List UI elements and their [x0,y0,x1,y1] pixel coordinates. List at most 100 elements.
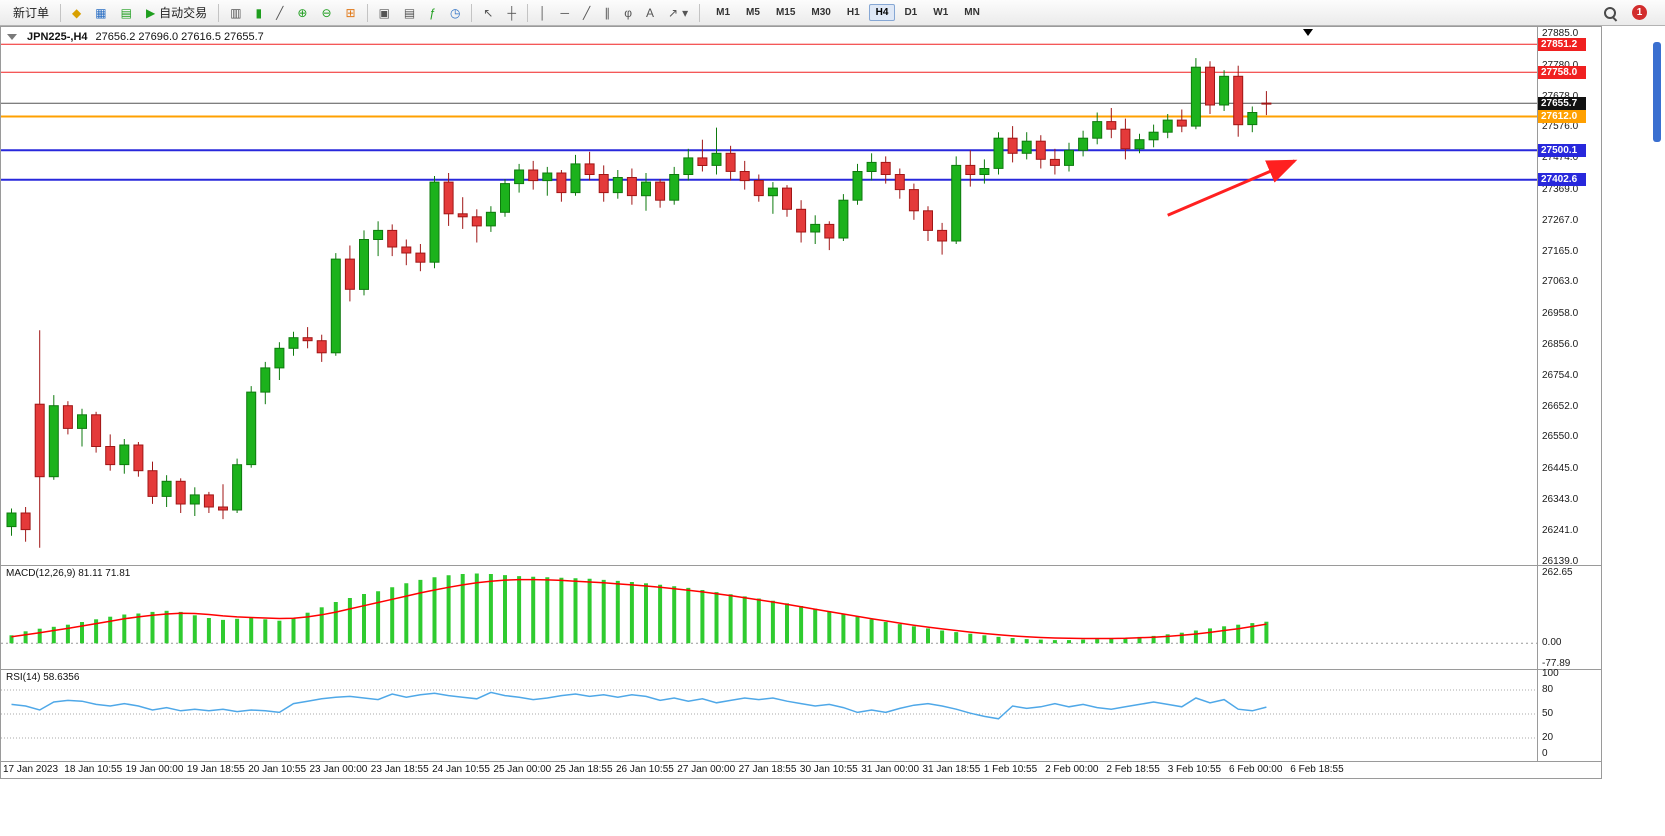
candle-body [528,169,539,182]
candle-body [232,464,243,511]
profile-icon: ◆ [72,5,82,20]
time-axis[interactable]: 17 Jan 2023 18 Jan 10:55 19 Jan 00:00 19 Ja… [1,761,1601,778]
price-level-tag: 27402.6 [1538,173,1586,187]
horizontal-line-button[interactable]: ─ [555,4,576,22]
timeframe-button-m1[interactable]: M1 [716,7,731,18]
main-toolbar: 新订单 ◆ ▦ ▤ ▶ 自动交易 ▥ ▮ ╱ ⊕ ⊖ ⊞ ▣ ▤ ƒ ◷ ↖ ┼… [0,0,1665,26]
time-axis-label: 31 Jan 18:55 [922,764,981,775]
candle-body [626,177,637,197]
toolbar-separator [366,3,368,22]
timeframe-button-h1[interactable]: H1 [846,7,860,18]
macd-panel[interactable]: MACD(12,26,9) 81.11 71.81 262.65 0.00 -77.… [1,565,1601,669]
candle-body [965,164,976,175]
candle-body [937,229,948,242]
indicators-button[interactable]: ƒ [423,4,442,22]
fibonacci-icon: φ [624,5,633,20]
candle-body [105,446,116,466]
price-axis-label: 27063.0 [1542,276,1579,288]
zoom-in-button[interactable]: ⊕ [291,4,313,22]
timeframe-button-m5[interactable]: M5 [746,7,760,18]
time-axis-label: 31 Jan 00:00 [861,764,920,775]
candle-body [161,480,172,497]
candlestick-chart-button[interactable]: ▮ [250,4,269,22]
candle-body [147,470,158,497]
ohlc-values: 27656.2 27696.0 27616.5 27655.7 [95,31,264,43]
line-chart-button[interactable]: ╱ [270,4,289,22]
arrows-tool-button[interactable]: ↗ ▾ [662,4,694,22]
candle-body [1134,139,1145,150]
fibonacci-button[interactable]: φ [618,4,638,22]
rsi-panel[interactable]: RSI(14) 58.6356 100 80 50 20 0 [1,669,1601,761]
candle-body [387,229,398,248]
time-axis-label: 2 Feb 00:00 [1045,764,1099,775]
price-axis-label: 26754.0 [1542,369,1579,381]
candle-body [175,480,186,505]
candle-body [655,181,666,201]
candle-body [218,506,228,511]
vertical-scrollbar-thumb[interactable] [1653,42,1661,142]
bar-chart-button[interactable]: ▥ [224,4,247,22]
crosshair-icon: ┼ [507,5,516,20]
periods-button[interactable]: ◷ [444,4,466,22]
candle-body [866,161,877,172]
price-chart-canvas[interactable] [1,27,1537,565]
candle-body [697,157,708,166]
toolbar-separator [699,3,701,22]
price-panel[interactable]: JPN225-,H4 27656.2 27696.0 27616.5 27655… [1,27,1601,566]
timeframe-button-m30[interactable]: M30 [811,7,831,18]
text-tool-icon: A [646,5,655,20]
toolbar-separator [471,3,473,22]
market-watch-button[interactable]: ▦ [89,4,112,22]
timeframe-button-h4[interactable]: H4 [868,4,896,21]
candle-body [457,213,468,218]
candle-body [1092,121,1103,139]
channel-button[interactable]: ∥ [598,4,616,22]
timeframe-button-mn[interactable]: MN [964,7,980,18]
macd-canvas[interactable] [1,566,1537,670]
chevron-down-icon: ▾ [682,5,689,20]
autoscroll-marker[interactable] [1303,29,1313,36]
timeframe-button-w1[interactable]: W1 [933,7,949,18]
candle-body [246,391,257,466]
one-click-trading-toggle[interactable] [7,34,17,40]
timeframe-button-m15[interactable]: M15 [775,7,796,18]
candle-body [669,174,680,201]
candle-body [133,444,144,472]
macd-axis: 262.65 0.00 -77.89 [1537,566,1601,669]
text-tool-button[interactable]: A [640,4,660,22]
cursor-button[interactable]: ↖ [477,4,499,22]
candle-body [20,512,31,531]
candle-body [77,414,87,429]
tile-windows-button[interactable]: ▣ [373,4,396,22]
price-axis-label: 26550.0 [1542,431,1579,443]
autotrading-button[interactable]: ▶ 自动交易 [140,1,213,24]
candle-body [598,174,609,194]
macd-axis-label: 0.00 [1542,637,1562,649]
bar-chart-icon: ▥ [230,5,242,20]
rsi-canvas[interactable] [1,670,1537,762]
templates-button[interactable]: ▤ [398,4,421,22]
candle-body [91,414,102,447]
chart-header: JPN225-,H4 27656.2 27696.0 27616.5 27655… [7,31,264,43]
candle-body [1007,137,1018,154]
zoom-out-button[interactable]: ⊖ [315,4,337,22]
candle-body [443,181,454,215]
crosshair-button[interactable]: ┼ [501,4,522,22]
timeframe-button-d1[interactable]: D1 [904,7,918,18]
trendline-button[interactable]: ╱ [577,4,596,22]
toolbar-separator [218,3,220,22]
search-icon[interactable] [1602,5,1618,21]
candle-body [1176,119,1187,127]
new-order-button[interactable]: 新订单 [7,1,55,24]
trend-arrow-annotation[interactable] [1167,159,1298,217]
profile-button[interactable]: ◆ [66,4,87,22]
candle-body [683,157,694,175]
vertical-line-button[interactable]: │ [533,4,553,22]
notification-badge[interactable]: 1 [1632,5,1647,20]
candle-body [894,174,905,191]
play-icon: ▶ [145,5,156,20]
navigator-button[interactable]: ▤ [115,4,138,22]
candle-body [570,163,581,194]
zoom-out-icon: ⊖ [321,5,332,20]
grid-button[interactable]: ⊞ [340,4,362,22]
